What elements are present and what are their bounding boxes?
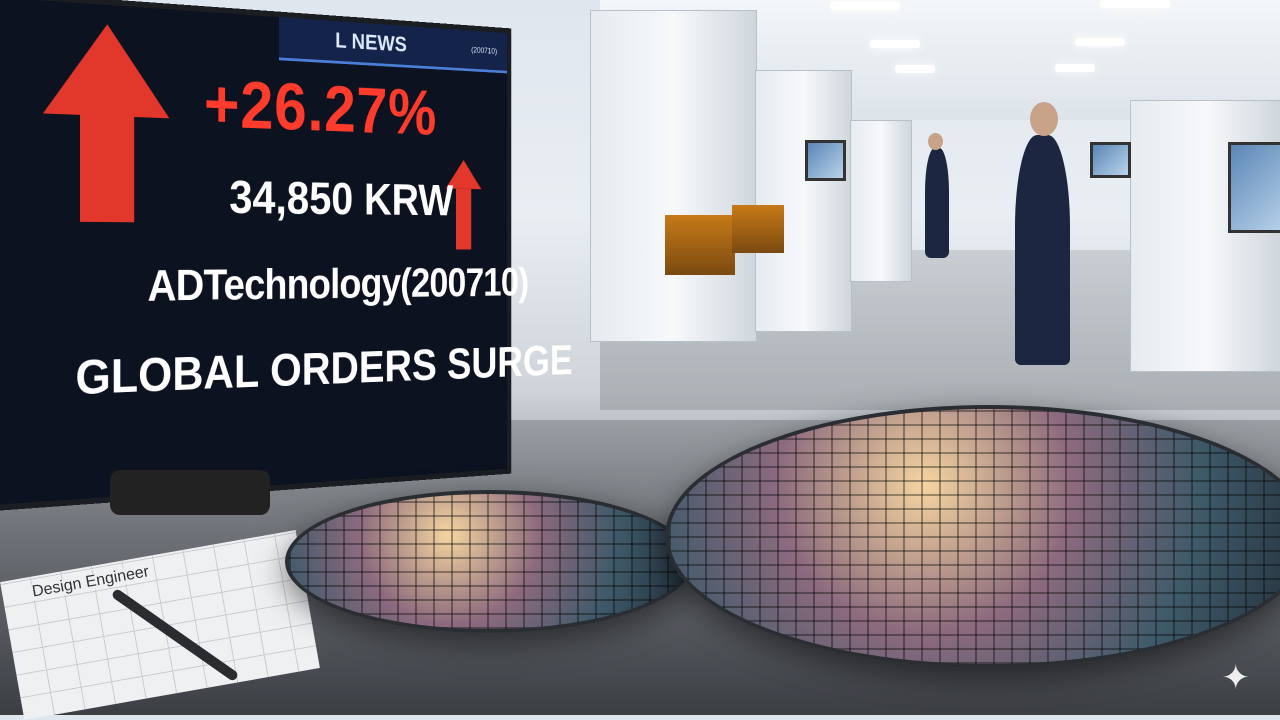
ceiling-light	[1100, 0, 1170, 8]
equipment-screen	[805, 140, 846, 181]
equipment-screen	[1090, 142, 1131, 178]
stock-price: 34,850 KRW	[229, 170, 454, 225]
change-percent: +26.27%	[203, 66, 437, 149]
amber-chamber	[732, 205, 784, 253]
equipment-screen	[1228, 142, 1280, 233]
ceiling-light	[830, 2, 900, 10]
news-banner-title: L NEWS	[335, 28, 407, 58]
equipment	[850, 120, 912, 282]
equipment	[755, 70, 852, 332]
amber-chamber	[665, 215, 735, 275]
news-banner: L NEWS (200710)	[279, 17, 508, 74]
engineer-head	[928, 133, 943, 150]
headline: GLOBAL ORDERS SURGE	[75, 336, 573, 405]
ceiling-light	[1075, 38, 1125, 46]
ceiling-light	[895, 65, 935, 73]
engineer-head	[1030, 102, 1058, 136]
news-banner-code: (200710)	[471, 45, 498, 56]
stock-monitor: L NEWS (200710) +26.27% 34,850 KRW ADTec…	[0, 0, 573, 512]
engineer-person	[1015, 135, 1070, 365]
equipment	[590, 10, 757, 342]
sparkle-icon: ✦	[1221, 659, 1251, 697]
silicon-wafer	[285, 490, 693, 633]
equipment	[1130, 100, 1280, 372]
ceiling-light	[870, 40, 920, 48]
engineer-person	[925, 148, 949, 258]
monitor-stand	[110, 470, 270, 515]
ceiling-light	[1055, 64, 1095, 72]
silicon-wafer	[665, 405, 1280, 668]
stock-ticker: ADTechnology(200710)	[147, 259, 529, 311]
